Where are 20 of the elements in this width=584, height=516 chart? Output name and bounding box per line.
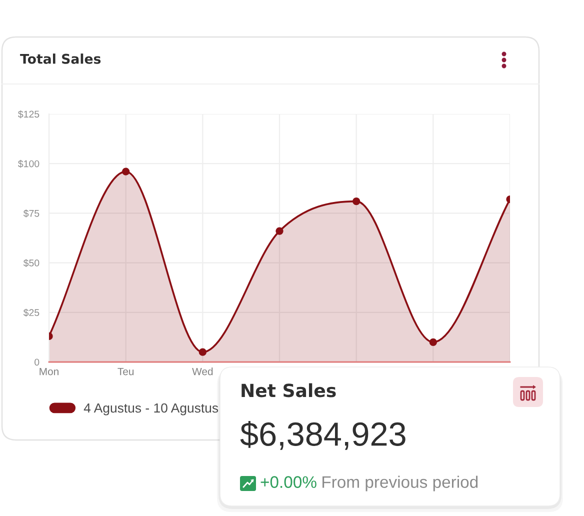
x-tick-label: Mon — [40, 368, 58, 376]
chart-title: Total Sales — [20, 54, 101, 64]
point — [276, 227, 284, 235]
point — [122, 168, 130, 176]
y-tick-label: $125 — [18, 110, 40, 118]
y-tick-label: $100 — [18, 160, 40, 168]
legend-label: 4 Agustus - 10 Agustus — [84, 403, 218, 416]
point — [429, 338, 437, 346]
point — [352, 197, 360, 206]
text: $6,384,923 — [240, 420, 406, 450]
text: From previous period — [322, 476, 478, 492]
y-tick-label: $50 — [23, 259, 40, 267]
text: +0.00% — [260, 476, 316, 488]
x-tick-label: Wed — [192, 368, 213, 376]
text: Net Sales — [242, 383, 336, 398]
y-tick-label: $25 — [23, 308, 40, 317]
y-tick-label: 0 — [34, 358, 40, 366]
y-tick-label: $75 — [23, 210, 40, 218]
x-tick-label: Teu — [118, 368, 134, 376]
point — [198, 348, 206, 356]
